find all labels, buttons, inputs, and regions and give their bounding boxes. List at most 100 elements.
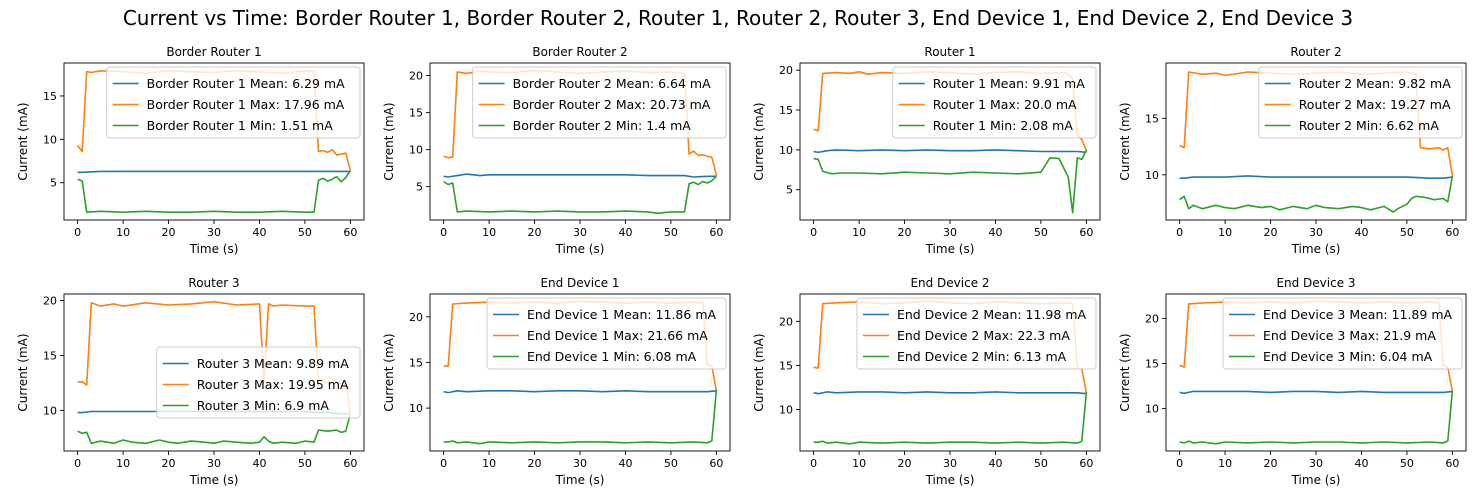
x-tick-label: 0 [440, 226, 447, 239]
x-tick-label: 40 [1354, 226, 1368, 239]
x-axis-label: Time (s) [189, 473, 239, 487]
legend-entry-mean: Router 2 Mean: 9.82 mA [1299, 76, 1452, 91]
y-tick-label: 15 [43, 349, 57, 362]
legend-entry-mean: End Device 3 Mean: 11.89 mA [1263, 307, 1453, 322]
x-tick-label: 50 [664, 226, 678, 239]
x-tick-label: 10 [482, 457, 496, 470]
x-axis-label: Time (s) [925, 473, 975, 487]
y-axis-label: Current (mA) [382, 333, 396, 411]
y-tick-label: 20 [1145, 312, 1159, 325]
x-axis-label: Time (s) [555, 242, 605, 256]
series-line-mean [1179, 390, 1453, 395]
x-tick-label: 10 [116, 457, 130, 470]
y-tick-label: 5 [50, 177, 57, 190]
x-tick-label: 10 [1218, 457, 1232, 470]
series-line-min [813, 149, 1088, 214]
x-axis-label: Time (s) [1291, 473, 1341, 487]
x-tick-label: 20 [162, 226, 176, 239]
legend-entry-max: End Device 3 Max: 21.9 mA [1263, 328, 1436, 343]
legend-entry-max: End Device 1 Max: 21.66 mA [527, 328, 708, 343]
legend-box [472, 66, 727, 139]
legend-entry-max: Router 2 Max: 19.27 mA [1299, 97, 1451, 112]
x-tick-label: 60 [1445, 457, 1459, 470]
subplot-1: Border Router 1 0 10 20 30 40 50 60 5 10 15 Time (s… [16, 45, 365, 256]
x-tick-label: 60 [709, 226, 723, 239]
legend-entry-max: Border Router 1 Max: 17.96 mA [147, 97, 345, 112]
x-tick-label: 40 [618, 457, 632, 470]
y-tick-label: 10 [779, 144, 793, 157]
y-tick-label: 15 [409, 107, 423, 120]
y-tick-label: 15 [43, 90, 57, 103]
legend-entry-min: End Device 3 Min: 6.04 mA [1263, 349, 1433, 364]
y-axis-label: Current (mA) [16, 333, 30, 411]
legend: Border Router 1 Mean: 6.29 mA Border Rout… [106, 66, 361, 139]
subplot-title: Router 1 [924, 45, 975, 59]
subplot-4: Router 2 0 10 20 30 40 50 60 10 15 Time (s) Current… [1118, 45, 1467, 256]
legend: End Device 1 Mean: 11.86 mA End Device 1 … [486, 297, 727, 370]
series-line-mean [1179, 175, 1453, 179]
y-tick-label: 15 [409, 356, 423, 369]
x-tick-label: 30 [943, 457, 957, 470]
x-tick-label: 0 [1176, 226, 1183, 239]
legend: Border Router 2 Mean: 6.64 mA Border Rout… [472, 66, 727, 139]
series-line-mean [443, 389, 717, 394]
x-tick-label: 30 [207, 226, 221, 239]
legend-entry-mean: Border Router 2 Mean: 6.64 mA [513, 76, 711, 91]
x-tick-label: 50 [1034, 226, 1048, 239]
legend-entry-min: End Device 2 Min: 6.13 mA [897, 349, 1067, 364]
legend-entry-min: Border Router 1 Min: 1.51 mA [147, 118, 334, 133]
x-tick-label: 50 [298, 457, 312, 470]
legend-entry-max: End Device 2 Max: 22.3 mA [897, 328, 1070, 343]
x-tick-label: 10 [852, 226, 866, 239]
x-axis-label: Time (s) [925, 242, 975, 256]
x-tick-label: 60 [343, 457, 357, 470]
x-tick-label: 20 [1264, 226, 1278, 239]
series-line-min [1179, 175, 1454, 213]
y-tick-label: 10 [43, 404, 57, 417]
series-line-min [443, 389, 718, 445]
subplot-title: End Device 1 [540, 276, 619, 290]
series-line-min [443, 175, 717, 215]
x-tick-label: 20 [898, 226, 912, 239]
y-tick-label: 10 [1145, 403, 1159, 416]
y-axis-label: Current (mA) [382, 102, 396, 180]
x-tick-label: 30 [1309, 226, 1323, 239]
y-tick-label: 20 [43, 295, 57, 308]
subplot-title: Router 2 [1290, 45, 1341, 59]
y-axis-label: Current (mA) [752, 102, 766, 180]
x-tick-label: 60 [343, 226, 357, 239]
x-tick-label: 10 [852, 457, 866, 470]
x-tick-label: 0 [440, 457, 447, 470]
series-line-min [77, 413, 352, 445]
x-tick-label: 0 [810, 457, 817, 470]
x-tick-label: 50 [298, 226, 312, 239]
x-tick-label: 10 [482, 226, 496, 239]
subplot-2: Border Router 2 0 10 20 30 40 50 60 5 10 15 20 Time … [382, 45, 731, 256]
series-line-min [813, 391, 1088, 445]
x-tick-label: 50 [1034, 457, 1048, 470]
subplot-title: End Device 2 [910, 276, 989, 290]
x-axis-label: Time (s) [189, 242, 239, 256]
x-tick-label: 60 [709, 457, 723, 470]
series-line-mean [813, 391, 1087, 395]
subplot-7: End Device 2 0 10 20 30 40 50 60 10 15 20 Time (s) C… [752, 276, 1101, 487]
legend-entry-min: Router 3 Min: 6.9 mA [197, 398, 330, 413]
x-tick-label: 40 [252, 457, 266, 470]
subplot-title: Border Router 2 [532, 45, 627, 59]
legend-entry-max: Router 1 Max: 20.0 mA [933, 97, 1077, 112]
legend-box [892, 66, 1097, 139]
legend-box [1258, 66, 1463, 139]
legend-entry-min: End Device 1 Min: 6.08 mA [527, 349, 697, 364]
y-axis-label: Current (mA) [1118, 102, 1132, 180]
x-tick-label: 40 [988, 226, 1002, 239]
y-axis-label: Current (mA) [1118, 333, 1132, 411]
y-tick-label: 20 [779, 315, 793, 328]
legend-box [156, 346, 361, 419]
subplot-title: Router 3 [188, 276, 239, 290]
y-tick-label: 15 [779, 359, 793, 372]
legend-box [486, 297, 727, 370]
x-tick-label: 0 [1176, 457, 1183, 470]
x-tick-label: 30 [573, 226, 587, 239]
legend-box [856, 297, 1097, 370]
